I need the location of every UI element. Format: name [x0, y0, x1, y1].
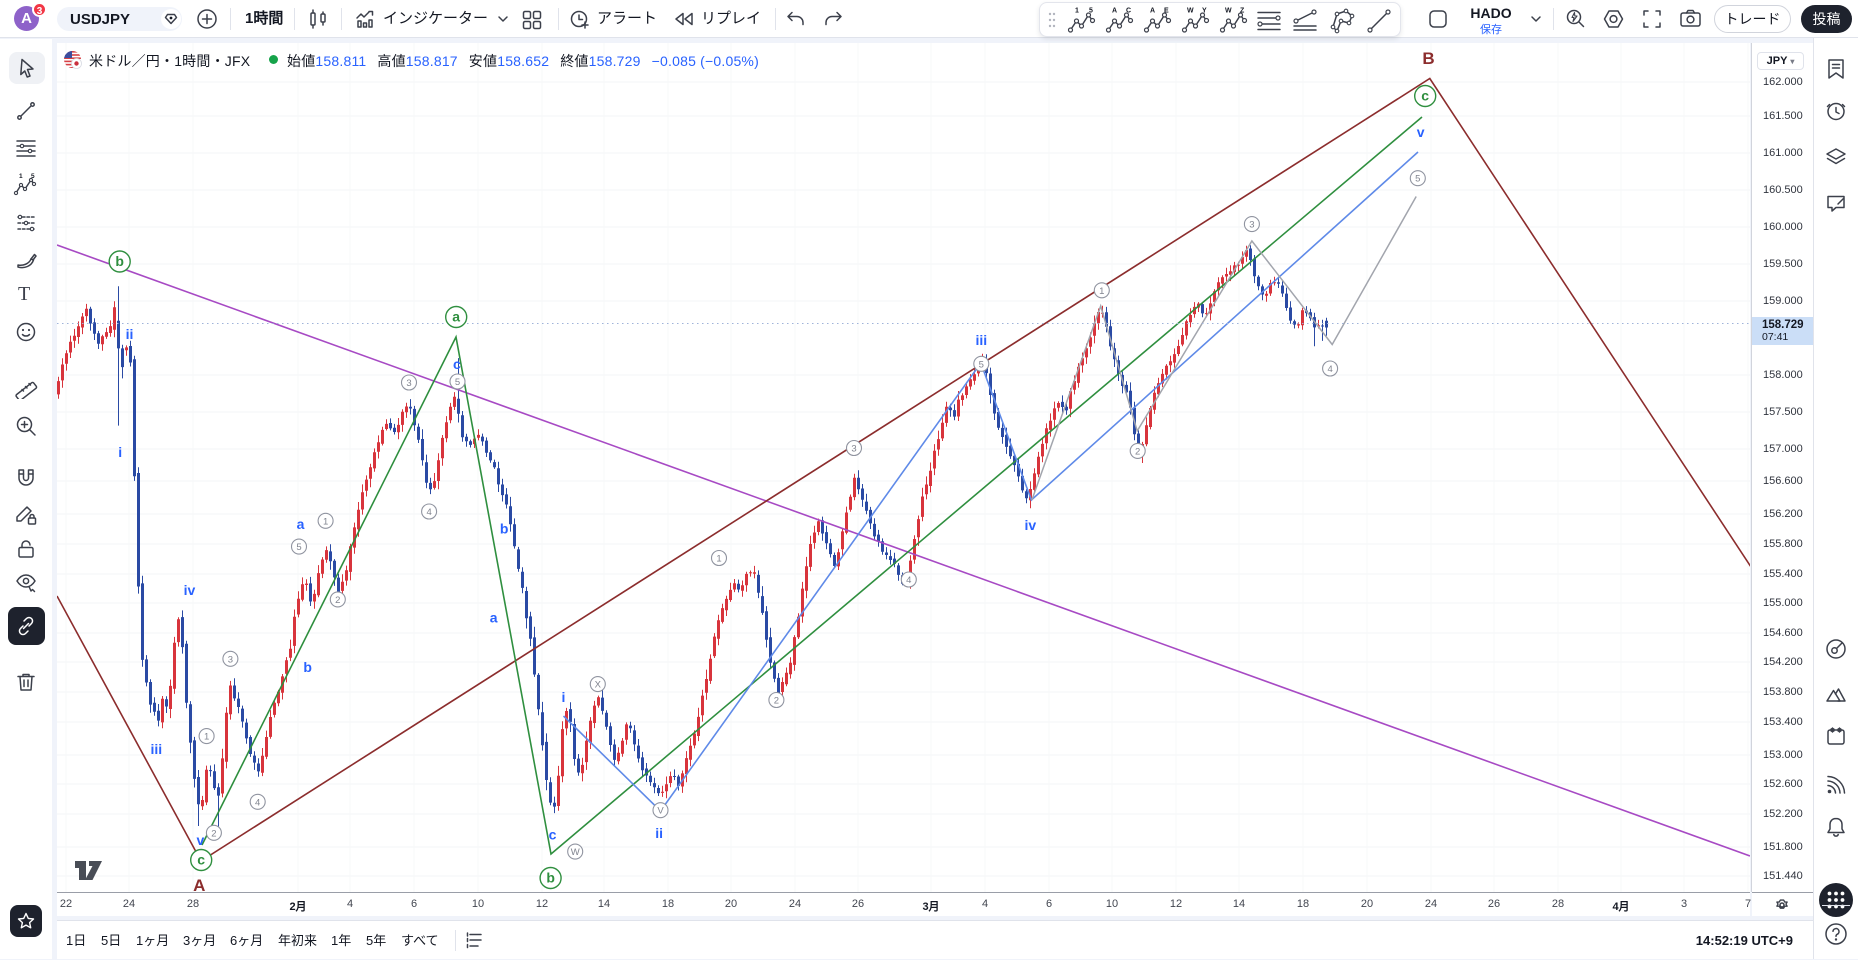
svg-text:A: A: [193, 876, 205, 892]
svg-text:3: 3: [406, 378, 411, 389]
svg-text:1: 1: [204, 732, 209, 743]
svg-text:b: b: [500, 520, 509, 536]
svg-text:iv: iv: [184, 582, 196, 598]
svg-text:b: b: [546, 870, 555, 886]
svg-text:1: 1: [716, 554, 721, 565]
svg-text:5: 5: [296, 542, 301, 553]
svg-text:i: i: [562, 689, 566, 705]
svg-text:X: X: [595, 680, 602, 691]
svg-text:W: W: [1225, 8, 1232, 15]
svg-text:ii: ii: [126, 326, 134, 342]
svg-text:4: 4: [906, 575, 911, 586]
svg-text:3: 3: [1249, 220, 1254, 231]
svg-text:b: b: [303, 659, 312, 675]
svg-text:b: b: [115, 253, 124, 269]
svg-text:C: C: [1126, 8, 1131, 15]
svg-text:Z: Z: [1240, 8, 1245, 15]
svg-text:i: i: [118, 444, 122, 460]
svg-text:2: 2: [335, 595, 340, 606]
svg-text:A: A: [1112, 8, 1117, 15]
svg-text:3: 3: [228, 654, 233, 665]
svg-text:v: v: [1417, 124, 1425, 140]
svg-text:ii: ii: [655, 825, 663, 841]
svg-text:c: c: [549, 827, 557, 843]
svg-text:2: 2: [774, 696, 779, 707]
svg-text:5: 5: [31, 173, 35, 180]
svg-text:Y: Y: [1202, 8, 1207, 15]
svg-text:a: a: [297, 516, 305, 532]
svg-text:1: 1: [1075, 8, 1079, 15]
svg-text:c: c: [453, 356, 461, 372]
svg-text:4: 4: [426, 507, 431, 518]
svg-text:1: 1: [19, 173, 23, 180]
svg-text:c: c: [197, 852, 205, 868]
svg-text:5: 5: [979, 359, 984, 370]
svg-text:2: 2: [1135, 446, 1140, 457]
svg-text:A: A: [1150, 8, 1155, 15]
svg-text:v: v: [197, 832, 205, 848]
svg-text:E: E: [1164, 8, 1169, 15]
svg-text:B: B: [1422, 49, 1434, 68]
svg-text:4: 4: [1327, 364, 1332, 375]
svg-text:a: a: [490, 610, 498, 626]
svg-text:c: c: [1421, 88, 1429, 104]
svg-text:W: W: [1187, 8, 1194, 15]
svg-text:iii: iii: [975, 332, 987, 348]
svg-text:5: 5: [1089, 8, 1093, 15]
svg-text:5: 5: [455, 377, 460, 388]
svg-text:1: 1: [1099, 286, 1104, 297]
svg-text:4: 4: [255, 797, 260, 808]
svg-text:2: 2: [211, 828, 216, 839]
svg-text:iv: iv: [1024, 517, 1036, 533]
svg-text:1: 1: [323, 516, 328, 527]
svg-text:5: 5: [1415, 174, 1420, 185]
svg-text:a: a: [452, 309, 460, 325]
svg-text:iii: iii: [150, 741, 162, 757]
svg-text:V: V: [657, 806, 664, 817]
svg-text:W: W: [571, 847, 580, 858]
svg-text:3: 3: [851, 444, 856, 455]
